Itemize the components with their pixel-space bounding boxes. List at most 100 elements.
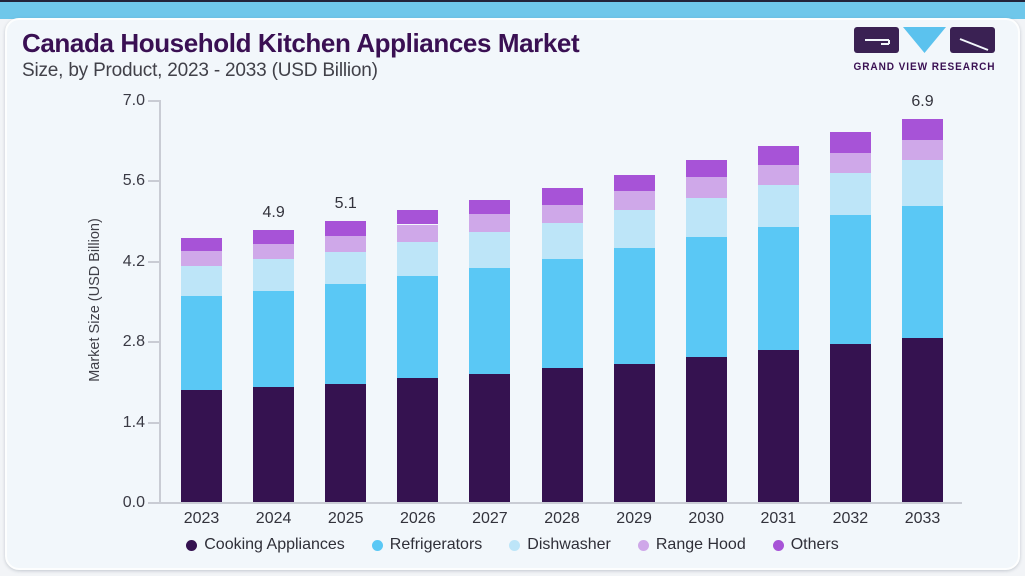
bar-segment-range-hood	[685, 176, 727, 198]
bar-segment-refrigerators	[902, 206, 943, 338]
x-tick-label: 2027	[472, 510, 508, 527]
y-axis-title: Market Size (USD Billion)	[87, 218, 103, 382]
bar-segment-others	[613, 175, 655, 192]
bar-segment-refrigerators	[541, 258, 583, 369]
x-tick-label: 2028	[544, 510, 580, 527]
y-tick	[148, 100, 159, 102]
bar-segment-dishwasher	[469, 232, 511, 268]
bar-segment-refrigerators	[397, 275, 439, 378]
y-axis-line	[159, 100, 161, 502]
bar-segment-dishwasher	[325, 252, 367, 284]
legend-label: Range Hood	[655, 536, 746, 553]
bar-total-label: 6.9	[911, 93, 934, 111]
bar-segment-dishwasher	[757, 184, 799, 228]
bar-segment-dishwasher	[541, 222, 583, 259]
legend-item-others: Others	[772, 536, 839, 554]
bar-segment-range-hood	[253, 243, 295, 259]
bar-segment-refrigerators	[181, 295, 222, 390]
bar-segment-cooking-appliances	[685, 356, 727, 502]
legend-label: Others	[790, 536, 839, 553]
legend-dot-icon	[509, 539, 521, 551]
y-tick-label: 4.2	[122, 252, 145, 270]
x-axis-line	[159, 502, 962, 504]
bar-total-label: 4.9	[262, 204, 285, 222]
chart-title: Canada Household Kitchen Appliances Mark…	[22, 28, 580, 58]
top-accent-bar	[0, 0, 1025, 19]
bar-segment-cooking-appliances	[541, 368, 583, 502]
bar-segment-dishwasher	[397, 242, 439, 276]
gvr-logo: GRAND VIEW RESEARCH	[853, 27, 998, 74]
y-tick	[148, 260, 159, 263]
x-tick-label: 2024	[255, 510, 292, 527]
y-tick-label: 7.0	[122, 92, 145, 109]
bar-segment-dishwasher	[829, 172, 871, 216]
bar-segment-refrigerators	[757, 227, 799, 350]
bar-segment-dishwasher	[253, 258, 295, 291]
bar-segment-cooking-appliances	[757, 349, 799, 502]
bar-total-label: 5.1	[334, 195, 357, 213]
bar-segment-others	[253, 230, 295, 244]
x-tick-label: 2029	[616, 510, 652, 527]
bar-segment-others	[757, 146, 799, 166]
bar-segment-range-hood	[902, 139, 943, 160]
gvr-logo-wordmark: GRAND VIEW RESEARCH	[854, 61, 996, 73]
bar-segment-refrigerators	[325, 283, 367, 384]
bar-segment-refrigerators	[685, 237, 727, 357]
y-tick	[148, 421, 159, 424]
bar-segment-refrigerators	[829, 215, 871, 344]
legend-item-range-hood: Range Hood	[637, 536, 746, 554]
bar-segment-range-hood	[829, 153, 871, 173]
y-tick-label: 0.0	[122, 494, 145, 511]
y-tick	[148, 180, 159, 183]
bar-segment-range-hood	[757, 165, 799, 185]
x-tick-label: 2033	[904, 510, 941, 527]
chart-subtitle: Size, by Product, 2023 - 2033 (USD Billi…	[22, 60, 378, 81]
x-tick-label: 2030	[688, 510, 724, 527]
bar-segment-refrigerators	[469, 267, 511, 374]
bar-segment-cooking-appliances	[325, 383, 367, 502]
bar-segment-cooking-appliances	[829, 343, 871, 502]
bar-segment-others	[469, 199, 511, 214]
bar-segment-cooking-appliances	[181, 389, 222, 502]
gvr-logo-mark-icon: GRAND VIEW RESEARCH	[854, 27, 996, 73]
legend-item-dishwasher: Dishwasher	[509, 536, 611, 554]
y-tick	[148, 341, 159, 344]
legend-item-refrigerators: Refrigerators	[371, 536, 483, 554]
x-tick-label: 2023	[183, 510, 220, 527]
legend-dot-icon	[637, 539, 649, 551]
bar-segment-dishwasher	[685, 197, 727, 238]
legend-label: Cooking Appliances	[204, 536, 345, 553]
bar-segment-cooking-appliances	[469, 373, 511, 502]
bar-segment-others	[397, 210, 439, 225]
bar-segment-cooking-appliances	[397, 377, 439, 502]
y-tick-label: 5.6	[122, 172, 145, 190]
y-tick	[148, 502, 159, 504]
legend-item-cooking-appliances: Cooking Appliances	[186, 536, 345, 554]
bar-segment-range-hood	[181, 251, 222, 266]
x-tick-label: 2032	[832, 510, 869, 527]
bar-segment-refrigerators	[253, 290, 295, 388]
bar-segment-cooking-appliances	[902, 337, 943, 502]
x-tick-label: 2026	[400, 510, 436, 527]
legend-dot-icon	[772, 539, 784, 551]
bar-segment-refrigerators	[613, 247, 655, 364]
bar-segment-dishwasher	[902, 159, 943, 207]
bar-segment-range-hood	[613, 191, 655, 211]
bar-segment-others	[325, 221, 367, 236]
legend-label: Refrigerators	[389, 536, 483, 553]
y-tick-label: 2.8	[122, 333, 145, 351]
legend-dot-icon	[371, 539, 383, 551]
bar-segment-cooking-appliances	[253, 387, 295, 502]
bar-segment-others	[541, 187, 583, 205]
bar-segment-range-hood	[469, 213, 511, 233]
bar-segment-range-hood	[541, 204, 583, 223]
x-tick-label: 2031	[760, 510, 797, 527]
bar-segment-others	[685, 160, 727, 177]
x-tick-label: 2025	[327, 510, 364, 527]
chart-legend: Cooking Appliances Refrigerators Dishwashe…	[0, 536, 1025, 554]
bar-segment-dishwasher	[181, 265, 222, 296]
bar-segment-range-hood	[325, 235, 367, 253]
bar-segment-others	[902, 119, 943, 140]
